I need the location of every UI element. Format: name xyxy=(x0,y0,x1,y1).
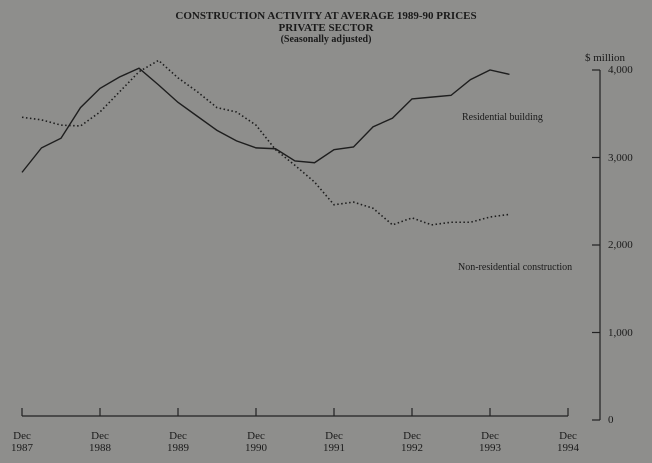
series-label: Residential building xyxy=(462,112,543,123)
x-tick-label: Dec 1990 xyxy=(245,430,267,454)
y-axis-label: $ million xyxy=(585,52,626,64)
y-tick-label: 0 xyxy=(608,414,614,426)
x-tick-label: Dec 1994 xyxy=(557,430,579,454)
chart-subtitle: PRIVATE SECTOR xyxy=(278,22,374,34)
series-line xyxy=(21,67,510,173)
y-tick-label: 3,000 xyxy=(608,151,633,164)
series-label: Non-residential construction xyxy=(458,262,573,273)
x-tick-label: Dec 1993 xyxy=(479,430,501,454)
y-tick-label: 1,000 xyxy=(608,326,633,339)
x-tick-label: Dec 1988 xyxy=(89,430,111,454)
y-tick-label: 2,000 xyxy=(608,239,633,251)
x-tick-label: Dec 1989 xyxy=(167,430,189,454)
x-tick-label: Dec 1991 xyxy=(323,430,345,454)
y-tick-label: 4,000 xyxy=(608,64,633,76)
x-tick-label: Dec 1992 xyxy=(401,430,423,454)
x-tick-label: Dec 1987 xyxy=(11,430,33,454)
chart-title: CONSTRUCTION ACTIVITY AT AVERAGE 1989-90… xyxy=(175,10,477,22)
chart-note: (Seasonally adjusted) xyxy=(280,34,372,45)
series-line xyxy=(21,59,510,226)
